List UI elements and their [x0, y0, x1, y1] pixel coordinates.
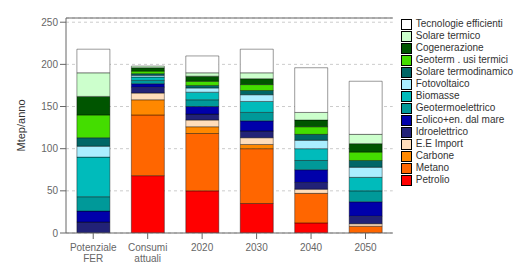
html-text:E.E Import: E.E Import: [415, 138, 463, 149]
svg-text:50: 50: [47, 185, 59, 196]
html-text:Geotermoelettrico: Geotermoelettrico: [415, 102, 496, 113]
html-text:Fotovoltaico: Fotovoltaico: [415, 78, 470, 89]
svg-text:100: 100: [41, 143, 58, 154]
html-text:Solare termodinamico: Solare termodinamico: [415, 66, 513, 77]
html-text:Eolico+en. dal mare: Eolico+en. dal mare: [415, 114, 505, 125]
svg-text:2030: 2030: [245, 242, 268, 253]
svg-text:2050: 2050: [354, 242, 377, 253]
svg-text:0: 0: [52, 228, 58, 239]
html-text:Solare termico: Solare termico: [415, 30, 481, 41]
html-text:Metano: Metano: [415, 162, 450, 173]
html-text:Idroelettrico: Idroelettrico: [415, 126, 468, 137]
html-text:Tecnologie efficienti: Tecnologie efficienti: [415, 18, 503, 29]
svg-text:Consumiattuali: Consumiattuali: [128, 242, 167, 264]
svg-text:250: 250: [41, 17, 58, 28]
html-text:Geoterm . usi termici: Geoterm . usi termici: [415, 54, 508, 65]
svg-text:200: 200: [41, 59, 58, 70]
svg-text:Mtep/anno: Mtep/anno: [15, 100, 27, 152]
svg-text:2040: 2040: [300, 242, 323, 253]
html-text:Petrolio: Petrolio: [415, 174, 450, 185]
svg-text:2020: 2020: [191, 242, 214, 253]
svg-text:150: 150: [41, 101, 58, 112]
html-text:Cogenerazione: Cogenerazione: [415, 42, 484, 53]
html-text:Biomasse: Biomasse: [415, 90, 460, 101]
svg-text:PotenzialeFER: PotenzialeFER: [70, 242, 117, 264]
html-text:Carbone: Carbone: [415, 150, 455, 161]
